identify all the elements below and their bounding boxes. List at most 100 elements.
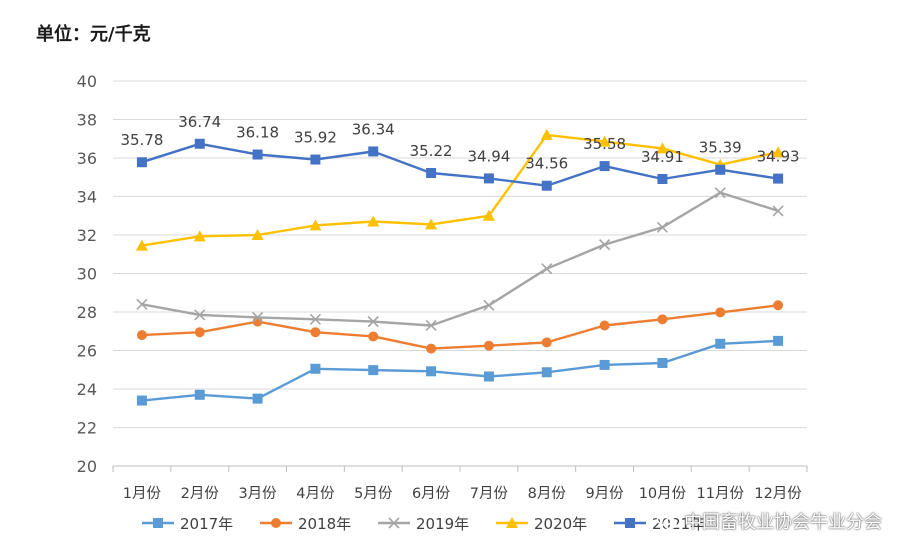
y-tick-label: 32 — [77, 226, 97, 245]
data-point — [194, 389, 205, 400]
data-point — [426, 343, 437, 354]
x-tick-label: 10月份 — [639, 485, 687, 502]
data-label: 35.39 — [699, 139, 742, 157]
data-point — [656, 221, 668, 233]
data-point — [426, 168, 437, 179]
x-tick-label: 4月份 — [296, 485, 335, 502]
data-point — [483, 173, 494, 184]
y-tick-label: 20 — [77, 457, 97, 476]
data-point — [367, 215, 380, 227]
legend-label: 2018年 — [298, 515, 351, 533]
data-point — [193, 230, 206, 242]
x-tick-label: 11月份 — [697, 485, 745, 502]
y-tick-label: 34 — [77, 188, 97, 207]
legend-marker — [388, 517, 400, 529]
legend-marker — [506, 517, 518, 528]
data-point — [483, 340, 494, 351]
y-tick-label: 26 — [77, 342, 97, 361]
y-tick-label: 30 — [77, 265, 97, 284]
x-tick-label: 9月份 — [585, 485, 624, 502]
data-point — [599, 359, 610, 370]
legend-label: 2017年 — [180, 515, 233, 533]
x-tick-label: 2月份 — [181, 485, 220, 502]
data-point — [426, 366, 437, 377]
data-point — [773, 300, 784, 311]
data-point — [772, 146, 785, 158]
data-point — [772, 205, 784, 217]
data-label: 34.91 — [641, 148, 684, 166]
data-point — [598, 135, 611, 147]
legend-marker — [271, 518, 281, 528]
data-point — [715, 338, 726, 349]
series-line — [141, 133, 779, 247]
wechat-icon — [656, 512, 677, 530]
data-point — [425, 319, 437, 332]
data-label: 34.56 — [525, 155, 568, 173]
data-point — [715, 307, 726, 318]
data-label: 35.92 — [294, 129, 337, 147]
series-line — [141, 191, 779, 327]
data-point — [194, 327, 205, 338]
data-label: 36.18 — [236, 124, 279, 142]
data-point — [309, 219, 322, 231]
x-tick-label: 5月份 — [354, 485, 393, 502]
data-point — [540, 128, 553, 140]
data-label: 35.22 — [410, 142, 453, 160]
data-point — [656, 142, 669, 154]
data-point — [657, 358, 668, 369]
data-label: 34.94 — [467, 147, 510, 165]
data-point — [368, 146, 379, 157]
x-tick-label: 6月份 — [412, 485, 451, 502]
data-point — [136, 330, 147, 341]
legend-label: 2019年 — [416, 515, 469, 533]
data-label: 35.78 — [120, 131, 163, 149]
series-line — [141, 339, 779, 402]
data-point — [657, 314, 668, 325]
data-label: 36.74 — [178, 113, 221, 131]
data-label: 35.58 — [583, 135, 626, 153]
data-point — [368, 365, 379, 376]
data-point — [773, 335, 784, 346]
data-point — [483, 371, 494, 382]
series-line — [141, 142, 779, 187]
data-point — [252, 311, 264, 323]
data-point — [715, 164, 726, 175]
x-tick-label: 12月份 — [754, 485, 802, 502]
data-point — [252, 393, 263, 404]
series-line — [141, 304, 779, 350]
data-point — [136, 395, 147, 406]
data-point — [310, 327, 321, 338]
data-point — [367, 316, 379, 328]
data-point — [599, 239, 611, 251]
data-point — [714, 187, 726, 199]
data-point — [541, 180, 552, 191]
data-point — [310, 154, 321, 165]
x-tick-label: 7月份 — [470, 485, 509, 502]
data-point — [135, 239, 148, 251]
data-point — [136, 298, 148, 310]
data-point — [136, 157, 147, 168]
data-label: 36.34 — [352, 120, 395, 138]
data-point — [483, 299, 495, 311]
y-tick-label: 38 — [77, 111, 97, 130]
data-point — [251, 229, 264, 240]
data-point — [482, 209, 495, 221]
x-tick-label: 8月份 — [528, 485, 567, 502]
data-point — [541, 263, 553, 275]
data-point — [310, 363, 321, 374]
legend-label: 2020年 — [534, 515, 587, 533]
legend-marker — [153, 518, 163, 528]
data-point — [252, 149, 263, 160]
y-tick-label: 22 — [77, 419, 97, 438]
data-point — [194, 138, 205, 149]
unit-label: 单位：元/千克 — [36, 24, 151, 45]
y-tick-label: 24 — [77, 380, 97, 399]
data-point — [773, 173, 784, 184]
y-tick-label: 40 — [77, 72, 97, 91]
legend-marker — [625, 518, 635, 528]
data-point — [541, 367, 552, 378]
x-tick-label: 1月份 — [123, 485, 162, 502]
data-point — [194, 309, 206, 321]
watermark: 中国畜牧业协会牛业分会 — [656, 508, 882, 534]
